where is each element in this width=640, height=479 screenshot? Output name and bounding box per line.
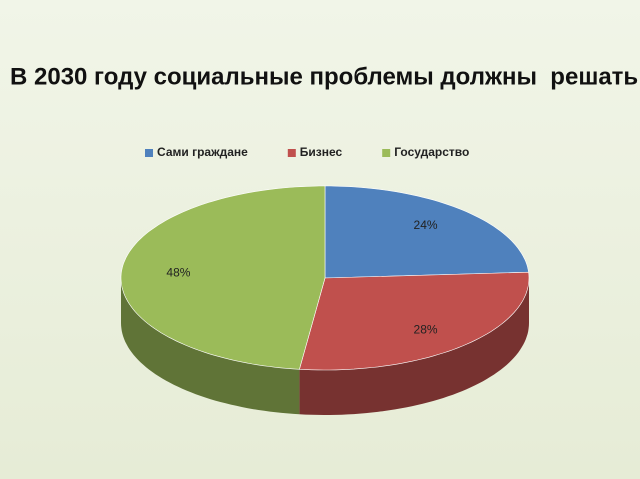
legend-label: Бизнес <box>300 145 343 159</box>
legend-label: Сами граждане <box>157 145 248 159</box>
legend-swatch <box>145 149 153 157</box>
pie-side <box>121 278 300 415</box>
legend-swatch <box>287 149 296 157</box>
data-label: 28% <box>414 322 438 336</box>
chart-title: В 2030 году социальные проблемы должны р… <box>10 63 640 90</box>
legend-label: Государство <box>394 145 469 159</box>
pie-slice <box>120 185 326 370</box>
legend-swatch <box>382 149 391 157</box>
data-label: 48% <box>166 266 190 280</box>
pie-side <box>299 278 529 415</box>
pie-slice <box>299 271 530 371</box>
data-label: 24% <box>414 218 438 232</box>
pie-slice <box>324 185 529 279</box>
